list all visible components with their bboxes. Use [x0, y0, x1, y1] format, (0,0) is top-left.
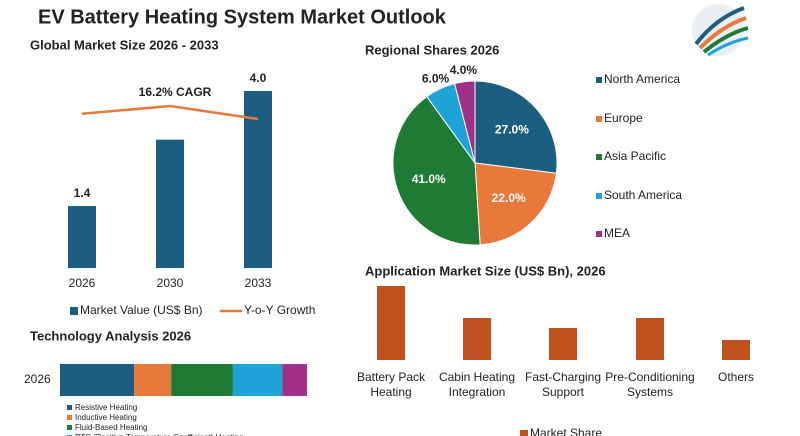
value-label: 4.0	[250, 71, 267, 85]
label-line: Integration	[449, 385, 506, 399]
slice-label: 6.0%	[422, 71, 450, 85]
legend-swatch	[596, 193, 602, 199]
legend-label: PTC (Positive Temperature Coefficient) H…	[75, 433, 243, 436]
page-title: EV Battery Heating System Market Outlook	[38, 6, 447, 28]
bar	[636, 318, 664, 360]
bar-segment	[232, 364, 283, 396]
pie-slice	[392, 95, 481, 246]
bar	[377, 286, 405, 360]
legend-swatch	[70, 307, 78, 315]
chart-title: Application Market Size (US$ Bn), 2026	[365, 263, 606, 278]
category-label: 2026	[69, 276, 96, 290]
category-label: Fast-Charging Support	[525, 370, 601, 399]
legend-swatch	[520, 430, 528, 436]
legend-swatch	[596, 154, 602, 160]
category-label: 2030	[157, 276, 184, 290]
legend-swatch	[596, 231, 602, 237]
chart-title: Technology Analysis 2026	[30, 328, 191, 343]
bar-segment	[171, 364, 233, 396]
bar-segment	[60, 364, 135, 396]
label-line: Cabin Heating	[439, 370, 515, 384]
legend-label: Europe	[604, 111, 643, 125]
bar	[463, 318, 491, 360]
legend-label: Fluid-Based Heating	[75, 423, 147, 432]
label-line: Systems	[627, 385, 673, 399]
slice-label: 27.0%	[495, 123, 529, 137]
legend-label: Resistive Heating	[75, 403, 137, 412]
category-label: 2033	[245, 276, 272, 290]
slice-label: 41.0%	[412, 172, 446, 186]
category-label: Cabin Heating Integration	[439, 370, 515, 399]
legend-label: South America	[604, 188, 682, 202]
category-label: Others	[718, 370, 754, 384]
category-label: Pre-Conditioning Systems	[605, 370, 694, 399]
slice-label: 22.0%	[492, 191, 526, 205]
bar	[156, 139, 184, 268]
bar	[68, 206, 96, 268]
legend-swatch	[596, 116, 602, 122]
bar	[244, 91, 272, 268]
pie-slice	[474, 80, 558, 174]
value-label: 1.4	[74, 186, 91, 200]
slice-label: 4.0%	[450, 63, 478, 77]
category-label: 2026	[24, 372, 51, 386]
logo	[692, 4, 749, 57]
label-line: Heating	[370, 385, 411, 399]
legend-swatch	[596, 77, 602, 83]
legend-label: Asia Pacific	[604, 149, 666, 163]
legend-label: Market Value (US$ Bn)	[80, 303, 203, 317]
bar	[549, 328, 577, 360]
bar-segment	[282, 364, 307, 396]
chart-title: Global Market Size 2026 - 2033	[30, 37, 219, 52]
legend-swatch	[67, 415, 72, 420]
pie-slice	[453, 80, 476, 164]
chart-title: Regional Shares 2026	[365, 42, 499, 57]
label-line: Battery Pack	[357, 370, 426, 384]
legend-swatch	[67, 425, 72, 430]
category-label: Battery Pack Heating	[357, 370, 426, 399]
legend-label: Market Share	[530, 426, 602, 436]
label-line: Fast-Charging	[525, 370, 601, 384]
legend-swatch	[67, 405, 72, 410]
bar	[722, 340, 750, 360]
growth-line	[81, 104, 259, 121]
label-line: Support	[542, 385, 585, 399]
legend-label: MEA	[604, 226, 630, 240]
pie-slice	[474, 162, 557, 246]
legend-label: Inductive Heating	[75, 413, 137, 422]
legend-label: North America	[604, 72, 680, 86]
legend-label: Y-o-Y Growth	[244, 303, 315, 317]
annotation: 16.2% CAGR	[139, 85, 212, 99]
bar-segment	[134, 364, 172, 396]
label-line: Pre-Conditioning	[605, 370, 694, 384]
